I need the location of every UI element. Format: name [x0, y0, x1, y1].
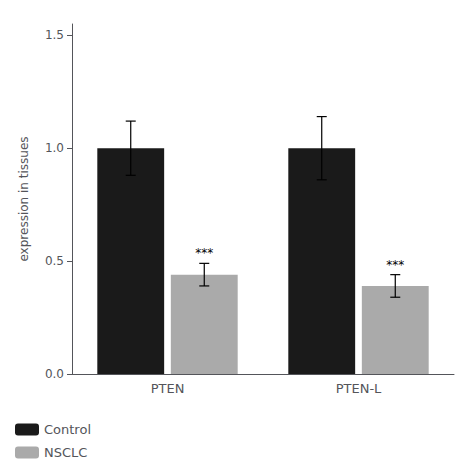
svg-text:1.0: 1.0	[45, 141, 64, 155]
svg-text:PTEN: PTEN	[151, 381, 185, 396]
svg-text:0.0: 0.0	[45, 367, 64, 381]
svg-text:***: ***	[195, 246, 213, 260]
svg-text:1.5: 1.5	[45, 28, 64, 42]
svg-text:NSCLC: NSCLC	[44, 445, 87, 460]
svg-text:PTEN-L: PTEN-L	[336, 381, 382, 396]
svg-text:0.5: 0.5	[45, 254, 64, 268]
svg-text:Control: Control	[44, 422, 91, 437]
svg-text:***: ***	[386, 258, 404, 272]
svg-text:expression in tissues: expression in tissues	[17, 136, 31, 261]
